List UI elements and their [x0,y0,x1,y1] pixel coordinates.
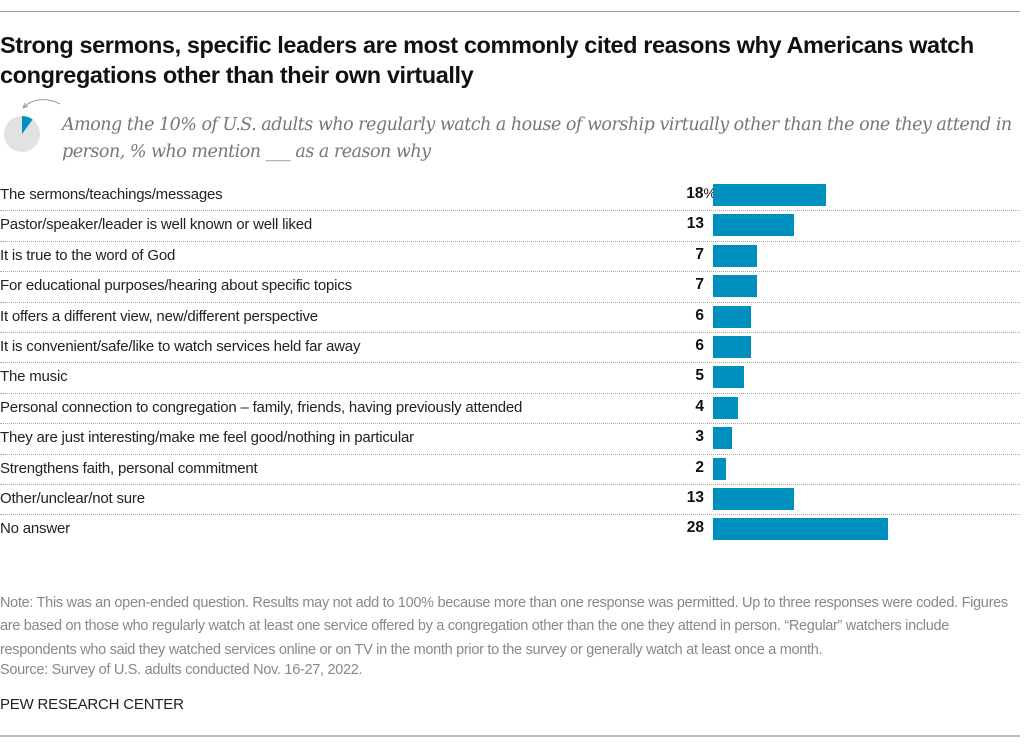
bar [713,305,751,328]
row-separator [0,301,1020,303]
chart-row: Other/unclear/not sure 13 [0,485,1020,515]
bar [713,336,751,358]
percent-sign: % [703,185,716,201]
bar [713,488,795,510]
category-label: It offers a different view, new/differen… [0,307,318,325]
value-label: 18% [686,185,716,202]
chart-row: Strengthens faith, personal commitment 2 [0,455,1020,485]
value-label: 2 [695,458,704,476]
value-label: 3 [695,428,704,446]
chart-row: Pastor/speaker/leader is well known or w… [0,211,1020,241]
value-label: 7 [695,245,704,263]
chart-row: Personal connection to congregation – fa… [0,394,1020,424]
row-separator [0,210,1020,212]
value-label: 6 [695,306,704,324]
category-label: For educational purposes/hearing about s… [0,277,352,295]
pie-share [22,116,33,134]
bar [713,427,732,450]
pie-icon [4,99,61,152]
row-separator [0,514,1020,516]
category-label: Strengthens faith, personal commitment [0,459,258,477]
row-separator [0,271,1020,273]
row-separator [0,423,1020,425]
bar [713,457,726,480]
brand-label: PEW RESEARCH CENTER [0,696,184,713]
chart-row: No answer 28 [0,515,1020,545]
callout-arrowhead [22,102,29,109]
category-label: They are just interesting/make me feel g… [0,429,414,447]
bar [713,366,745,389]
footer-source: Source: Survey of U.S. adults conducted … [0,662,363,678]
bottom-rule [0,735,1020,737]
callout-arrow [22,99,61,109]
row-separator [0,453,1020,455]
category-label: Pastor/speaker/leader is well known or w… [0,216,313,234]
bar [713,518,888,541]
bar [713,396,738,419]
value-label: 5 [695,367,704,385]
chart-row: It is convenient/safe/like to watch serv… [0,333,1020,363]
chart-row: The sermons/teachings/messages 18% [0,181,1020,211]
category-label: It is convenient/safe/like to watch serv… [0,338,361,355]
category-label: The music [0,368,68,386]
value-label: 28 [686,519,704,537]
value-label: 6 [695,337,704,354]
top-rule [0,11,1020,12]
row-separator [0,332,1020,333]
bar [713,184,826,206]
chart-row: They are just interesting/make me feel g… [0,424,1020,454]
value-label: 13 [686,215,704,233]
row-separator [0,484,1020,485]
chart-row: It is true to the word of God 7 [0,242,1020,272]
bar [713,244,757,267]
chart-title: Strong sermons, specific leaders are mos… [0,32,974,88]
chart-row: The music 5 [0,363,1020,393]
value-label: 13 [686,489,704,506]
category-label: The sermons/teachings/messages [0,186,223,203]
bar [713,275,757,298]
footer-note: Note: This was an open-ended question. R… [0,595,1008,658]
category-label: It is true to the word of God [0,246,176,264]
bar [713,214,795,237]
row-separator [0,362,1020,364]
category-label: Personal connection to congregation – fa… [0,398,523,416]
row-separator [0,392,1020,394]
category-label: Other/unclear/not sure [0,490,145,507]
chart-row: It offers a different view, new/differen… [0,303,1020,333]
row-separator [0,240,1020,242]
category-label: No answer [0,520,70,538]
value-label: 4 [695,397,704,415]
chart-row: For educational purposes/hearing about s… [0,272,1020,302]
value-label: 7 [695,276,704,294]
chart-subtitle: Among the 10% of U.S. adults who regular… [62,115,1012,162]
